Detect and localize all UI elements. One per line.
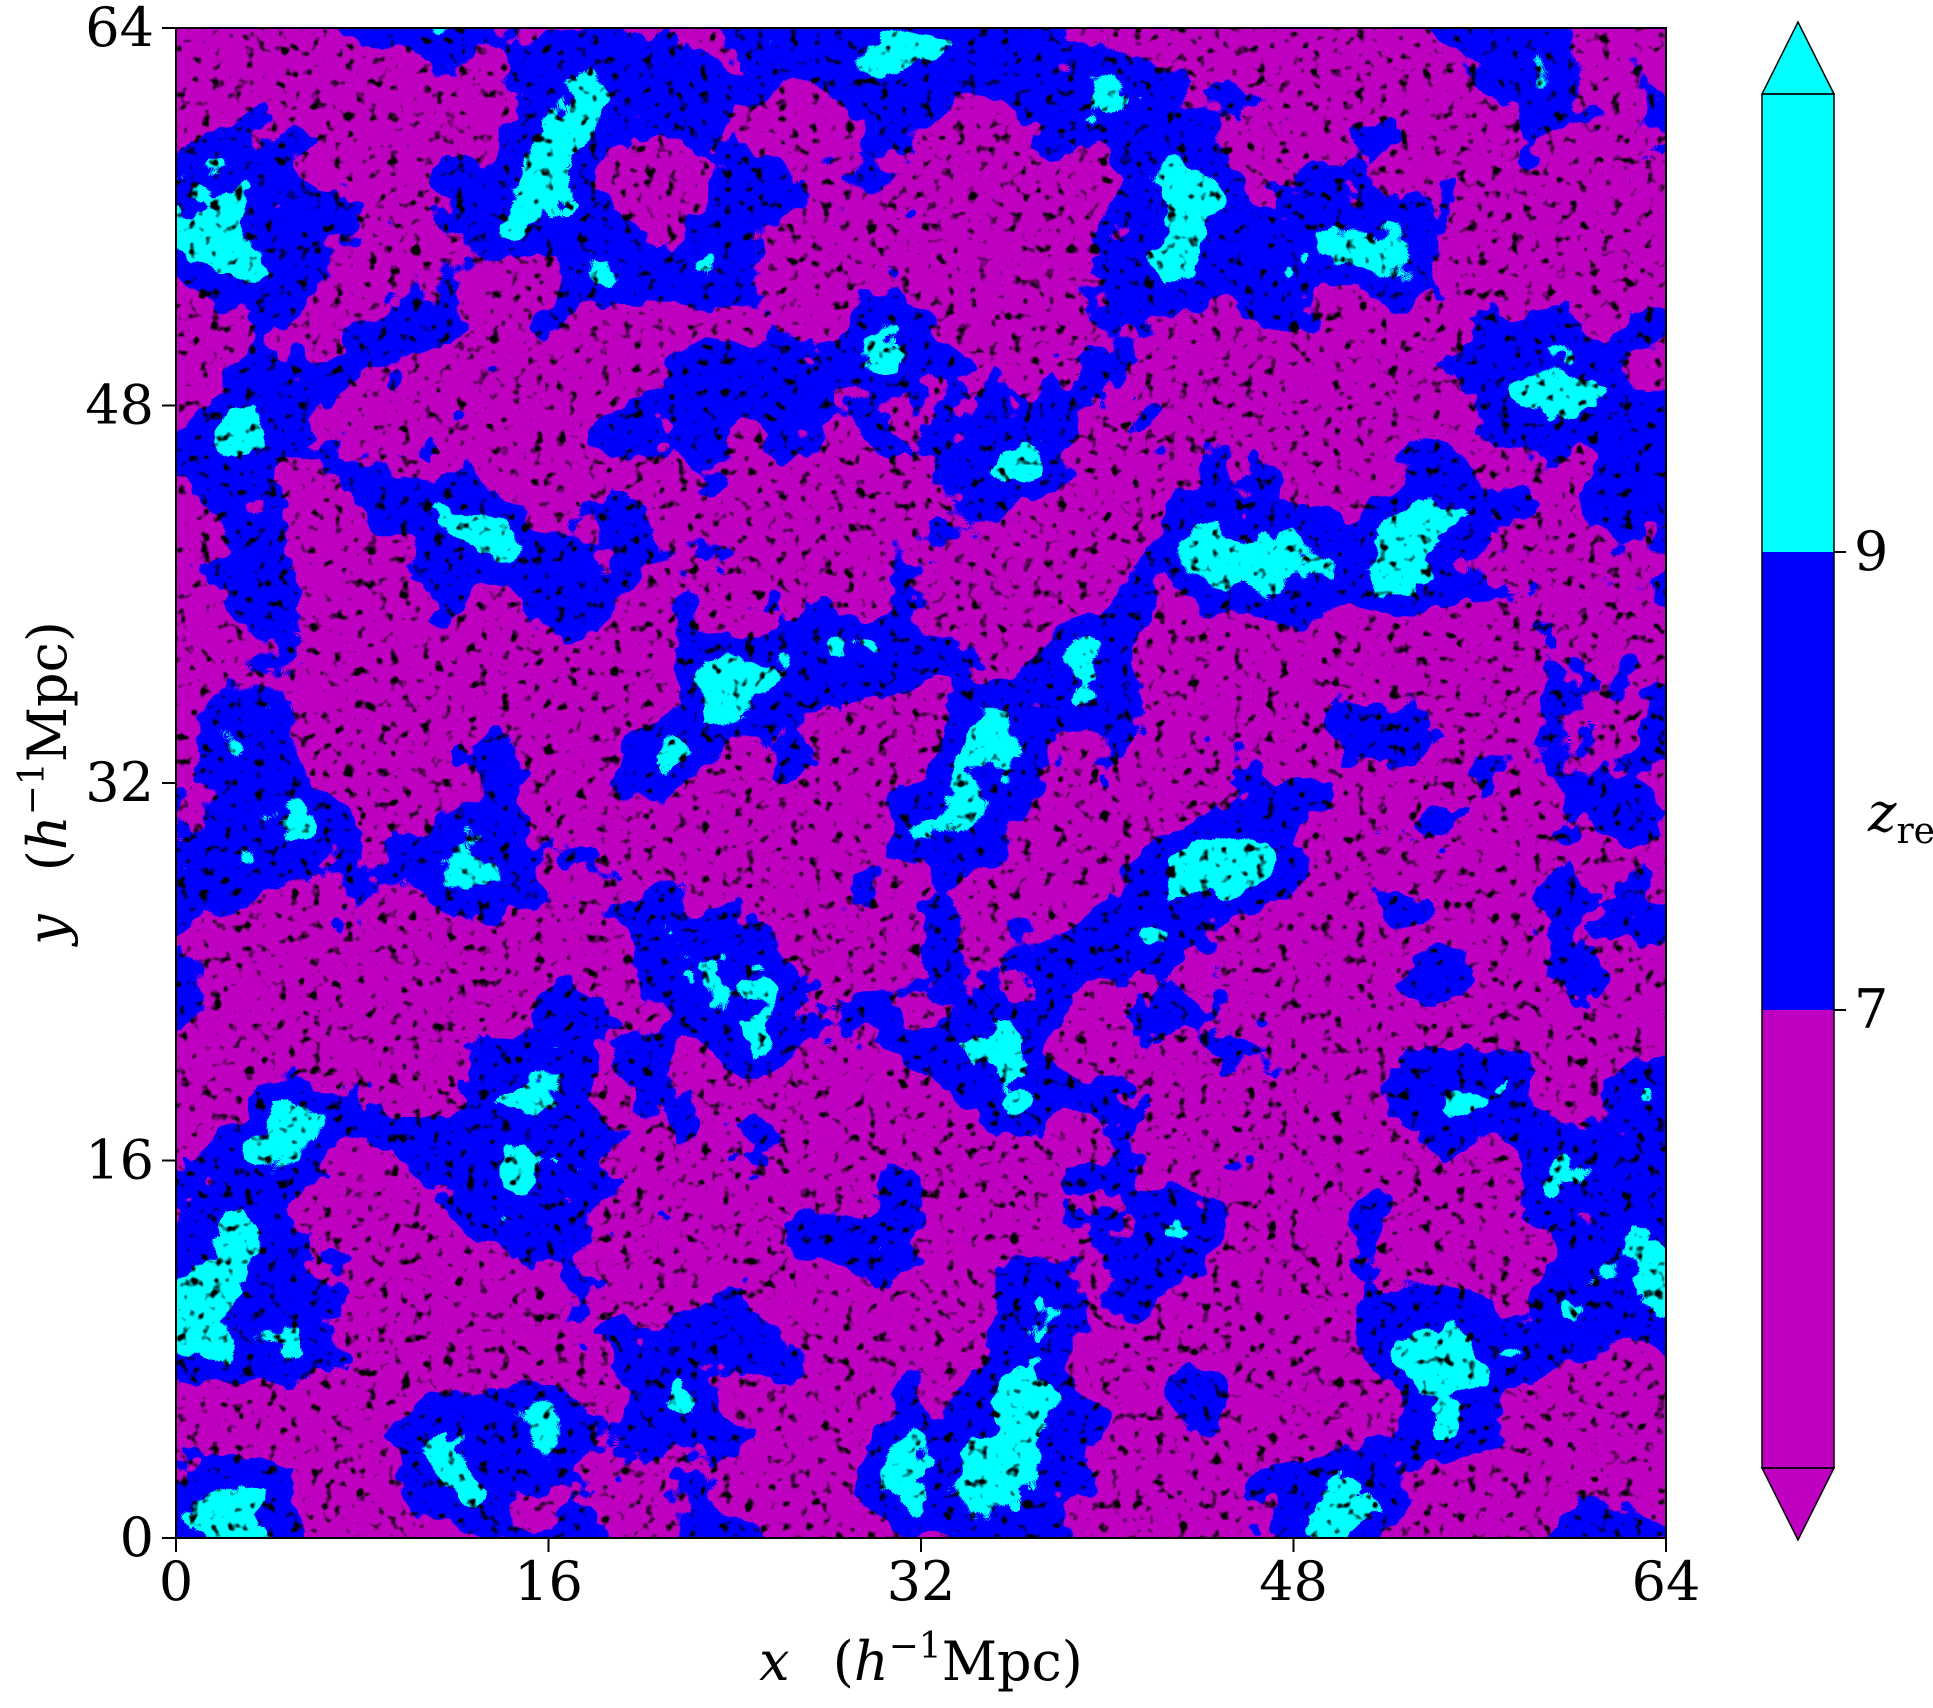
y-tick-label: 32 bbox=[85, 751, 154, 814]
colorbar-label-var: z bbox=[1867, 781, 1897, 844]
source-points-overlay bbox=[176, 28, 1666, 1538]
x-tick-label: 64 bbox=[1632, 1550, 1701, 1613]
x-tick-label: 0 bbox=[159, 1550, 193, 1613]
colorbar-extend-top bbox=[1760, 20, 1836, 95]
colorbar-label-sub: re bbox=[1896, 811, 1933, 852]
y-axis-label-unit: Mpc bbox=[16, 642, 79, 762]
x-tick-label: 16 bbox=[514, 1550, 583, 1613]
y-tick-label: 64 bbox=[85, 0, 154, 59]
y-axis-label: y (h−1Mpc) bbox=[12, 621, 79, 947]
colorbar-frame bbox=[1761, 93, 1835, 1469]
source-dots bbox=[176, 28, 1666, 1538]
y-axis-label-base: h bbox=[16, 815, 79, 850]
y-axis: 0 16 32 48 64 bbox=[85, 0, 176, 1569]
x-axis-label-sup: −1 bbox=[889, 1626, 942, 1667]
x-axis-label-var: x bbox=[759, 1630, 789, 1693]
y-tick-label: 16 bbox=[85, 1129, 154, 1192]
y-axis-label-sup: −1 bbox=[12, 762, 53, 815]
colorbar-tick-label: 9 bbox=[1854, 520, 1888, 583]
y-tick-label: 48 bbox=[85, 374, 154, 437]
colorbar-band-low bbox=[1762, 1010, 1834, 1468]
x-axis-label-unit: Mpc bbox=[942, 1630, 1062, 1693]
colorbar-extend-bottom bbox=[1760, 1467, 1836, 1542]
colorbar: 79 bbox=[1760, 20, 1888, 1542]
colorbar-label: zre bbox=[1867, 781, 1933, 852]
y-axis-label-var: y bbox=[16, 913, 79, 947]
colorbar-band-high bbox=[1762, 94, 1834, 552]
colorbar-tick-label: 7 bbox=[1854, 978, 1888, 1041]
x-axis-label: x (h−1Mpc) bbox=[759, 1626, 1083, 1693]
y-tick-label: 0 bbox=[120, 1506, 154, 1569]
x-tick-label: 48 bbox=[1259, 1550, 1328, 1613]
x-tick-label: 32 bbox=[887, 1550, 956, 1613]
colorbar-band-mid bbox=[1762, 552, 1834, 1010]
x-axis: 0 16 32 48 64 bbox=[159, 1538, 1701, 1613]
x-axis-label-base: h bbox=[854, 1630, 889, 1693]
